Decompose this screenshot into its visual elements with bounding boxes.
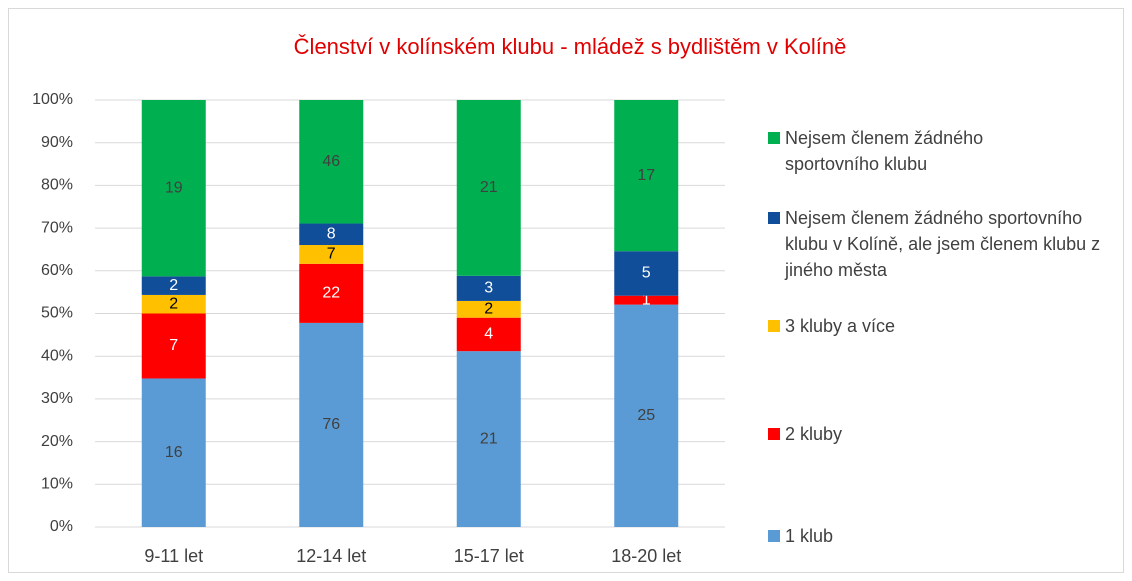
data-label: 5 <box>642 265 651 282</box>
data-label: 25 <box>637 407 655 424</box>
y-tick-label: 70% <box>41 219 73 236</box>
data-label: 17 <box>637 167 655 184</box>
legend-label: Nejsem členem žádného sportovního klubu … <box>785 208 1101 280</box>
data-label: 16 <box>165 444 183 461</box>
data-label: 7 <box>327 246 336 263</box>
data-label: 3 <box>484 280 493 297</box>
y-tick-label: 90% <box>41 134 73 151</box>
chart-title: Členství v kolínském klubu - mládež s by… <box>294 34 847 59</box>
x-tick-label: 12-14 let <box>296 546 366 566</box>
bar-segment <box>614 304 679 527</box>
bar-segment <box>299 245 364 264</box>
bar-segment <box>456 300 521 318</box>
legend-swatch <box>768 428 780 440</box>
bar-segment <box>141 378 206 527</box>
legend-swatch <box>768 132 780 144</box>
data-label: 2 <box>484 301 493 318</box>
y-tick-label: 10% <box>41 476 73 493</box>
legend-item: 1 klub <box>768 523 1118 549</box>
data-label: 19 <box>165 179 183 196</box>
bar-segment <box>614 100 679 252</box>
bar-segment <box>141 294 206 314</box>
bar-segment <box>299 223 364 246</box>
y-tick-label: 80% <box>41 177 73 194</box>
bar-segment <box>614 295 679 305</box>
data-label: 46 <box>322 153 340 170</box>
y-tick-label: 40% <box>41 347 73 364</box>
bar-segment <box>614 251 679 296</box>
data-label: 7 <box>169 337 178 354</box>
y-tick-label: 30% <box>41 390 73 407</box>
bar-segment <box>456 100 521 276</box>
legend-item: Nejsem členem žádného sportovního klubu … <box>768 205 1118 283</box>
bar-segment <box>299 263 364 323</box>
data-label: 8 <box>327 225 336 242</box>
data-label: 21 <box>480 179 498 196</box>
legend-item: Nejsem členem žádného sportovního klubu <box>768 125 1118 177</box>
y-tick-label: 0% <box>50 518 73 535</box>
data-label: 22 <box>322 285 340 302</box>
data-label: 1 <box>642 291 651 308</box>
x-tick-label: 18-20 let <box>611 546 681 566</box>
bar-segment <box>141 313 206 379</box>
bar-segment <box>299 322 364 527</box>
bar-segment <box>456 275 521 301</box>
legend-item: 3 kluby a více <box>768 313 1118 339</box>
legend-label: Nejsem členem žádného sportovního klubu <box>785 128 984 174</box>
x-tick-label: 9-11 let <box>144 546 203 566</box>
legend-swatch <box>768 530 780 542</box>
bar-segment <box>141 100 206 277</box>
data-label: 21 <box>480 430 498 447</box>
data-label: 4 <box>484 326 493 343</box>
data-label: 2 <box>169 277 178 294</box>
y-tick-label: 100% <box>32 91 73 108</box>
bar-segment <box>456 351 521 527</box>
data-label: 2 <box>169 295 178 312</box>
data-label: 76 <box>322 416 340 433</box>
legend-label: 1 klub <box>785 526 834 546</box>
y-tick-label: 60% <box>41 262 73 279</box>
legend-swatch <box>768 212 780 224</box>
legend-swatch <box>768 320 780 332</box>
bar-segment <box>299 100 364 224</box>
x-tick-label: 15-17 let <box>454 546 524 566</box>
bar-segment <box>456 317 521 352</box>
y-tick-label: 50% <box>41 305 73 322</box>
bar-segment <box>141 276 206 295</box>
legend-label: 3 kluby a více <box>785 316 896 336</box>
legend-label: 2 kluby <box>785 424 843 444</box>
y-tick-label: 20% <box>41 433 73 450</box>
legend-item: 2 kluby <box>768 421 1118 447</box>
